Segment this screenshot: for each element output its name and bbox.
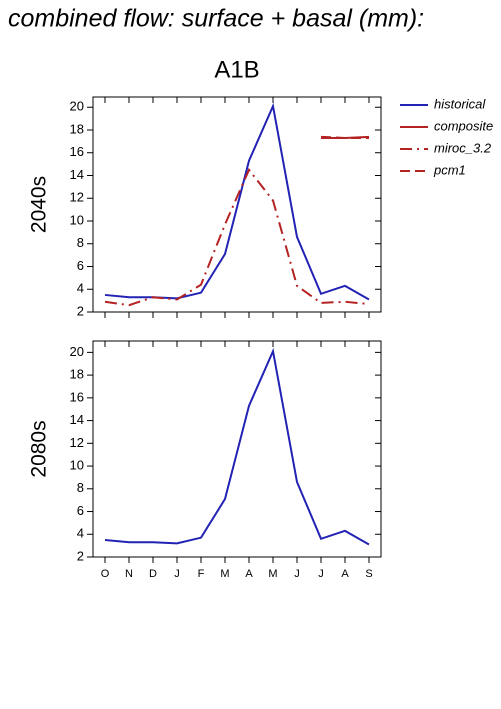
- series-line: [320, 135, 369, 139]
- y-tick-label: 2: [77, 303, 84, 318]
- y-tick-label: 20: [70, 99, 84, 114]
- x-tick-label: D: [149, 568, 157, 580]
- y-tick-label: 20: [70, 344, 84, 359]
- y-tick-label: 16: [70, 389, 84, 404]
- x-tick-label: N: [125, 568, 133, 580]
- legend-label: composite: [434, 118, 493, 133]
- y-tick-label: 2: [77, 548, 84, 563]
- legend-label: historical: [434, 96, 486, 111]
- plot-frame: [92, 96, 382, 313]
- legend-label: pcm1: [433, 162, 466, 177]
- y-tick-label: 6: [77, 503, 84, 518]
- x-tick-label: M: [220, 568, 229, 580]
- y-tick-label: 18: [70, 367, 84, 382]
- x-tick-label: M: [268, 568, 277, 580]
- x-tick-label: A: [245, 568, 253, 580]
- x-tick-label: J: [174, 568, 180, 580]
- plot-frame: [92, 340, 382, 558]
- y-tick-label: 12: [70, 435, 84, 450]
- y-tick-label: 4: [77, 281, 84, 296]
- y-tick-label: 14: [70, 167, 84, 182]
- y-tick-label: 16: [70, 144, 84, 159]
- y-tick-label: 14: [70, 412, 84, 427]
- y-tick-label: 10: [70, 457, 84, 472]
- y-tick-label: 6: [77, 258, 84, 273]
- panel-title: A1B: [214, 56, 259, 83]
- x-tick-label: S: [365, 568, 372, 580]
- x-tick-label: J: [318, 568, 324, 580]
- x-tick-label: A: [341, 568, 349, 580]
- x-tick-label: O: [101, 568, 110, 580]
- series-line: [104, 347, 370, 546]
- y-tick-label: 12: [70, 190, 84, 205]
- series-line: [104, 167, 370, 307]
- y-tick-label: 8: [77, 480, 84, 495]
- y-axis-label: 2080s: [28, 420, 51, 477]
- legend-label: miroc_3.2: [434, 140, 492, 155]
- x-tick-label: J: [294, 568, 300, 580]
- y-tick-label: 10: [70, 212, 84, 227]
- y-tick-label: 18: [70, 121, 84, 136]
- page-title: combined flow: surface + basal (mm):: [8, 5, 424, 33]
- x-tick-label: F: [198, 568, 205, 580]
- y-tick-label: 8: [77, 235, 84, 250]
- y-tick-label: 4: [77, 526, 84, 541]
- series-line: [104, 102, 370, 301]
- y-axis-label: 2040s: [28, 176, 51, 233]
